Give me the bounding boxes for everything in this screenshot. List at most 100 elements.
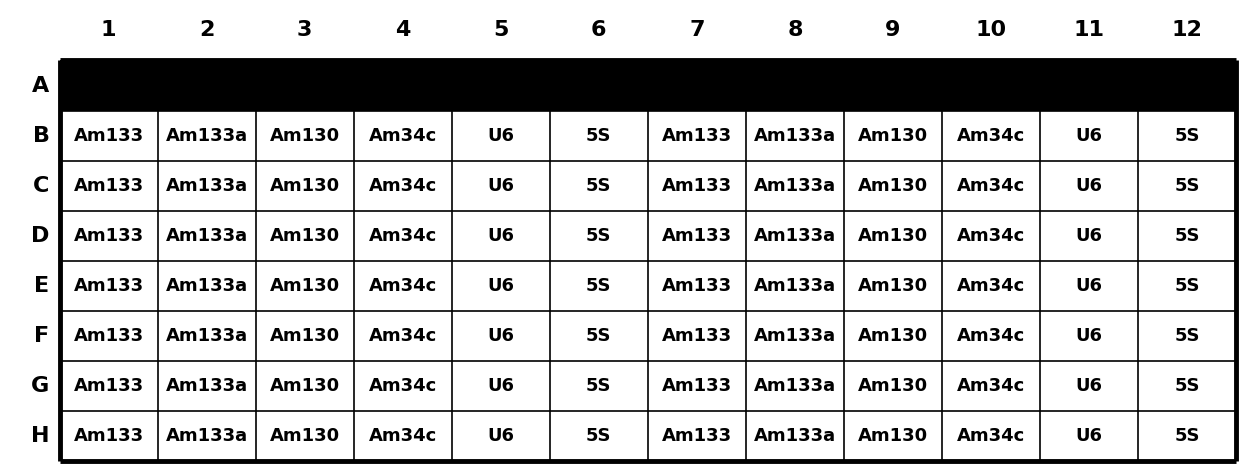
Text: U6: U6	[487, 377, 515, 395]
Bar	[1040, 411, 1138, 461]
Text: 5S: 5S	[587, 126, 611, 145]
Text: Am130: Am130	[858, 377, 928, 395]
Bar	[844, 111, 942, 161]
Text: 8: 8	[787, 20, 802, 40]
Bar	[60, 60, 157, 111]
Bar	[157, 111, 255, 161]
Bar	[255, 411, 353, 461]
Bar	[60, 111, 157, 161]
Bar	[353, 160, 451, 211]
Text: U6: U6	[1075, 427, 1102, 445]
Bar	[255, 361, 353, 411]
Text: Am130: Am130	[858, 277, 928, 295]
Bar	[157, 361, 255, 411]
Bar	[1040, 361, 1138, 411]
Text: Am34c: Am34c	[957, 427, 1025, 445]
Text: 6: 6	[591, 20, 606, 40]
Bar	[60, 361, 157, 411]
Text: U6: U6	[487, 427, 515, 445]
Text: Am133: Am133	[662, 277, 732, 295]
Text: Am34c: Am34c	[368, 327, 436, 345]
Text: Am133: Am133	[662, 227, 732, 245]
Text: Am130: Am130	[269, 277, 340, 295]
Text: 12: 12	[1172, 20, 1203, 40]
Bar	[1138, 60, 1236, 111]
Bar	[844, 160, 942, 211]
Text: D: D	[31, 226, 50, 246]
Bar	[1138, 160, 1236, 211]
Text: 5S: 5S	[1174, 427, 1200, 445]
Bar	[647, 261, 746, 311]
Text: 5S: 5S	[1174, 277, 1200, 295]
Bar	[942, 211, 1040, 261]
Text: G: G	[31, 376, 50, 396]
Text: U6: U6	[1075, 227, 1102, 245]
Text: Am133: Am133	[662, 377, 732, 395]
Text: C: C	[33, 176, 50, 196]
Text: 5S: 5S	[587, 377, 611, 395]
Text: Am133: Am133	[73, 377, 144, 395]
Bar	[1138, 111, 1236, 161]
Bar	[255, 211, 353, 261]
Bar	[746, 211, 844, 261]
Bar	[647, 411, 746, 461]
Text: U6: U6	[1075, 327, 1102, 345]
Bar	[746, 160, 844, 211]
Text: Am130: Am130	[269, 427, 340, 445]
Text: 3: 3	[298, 20, 312, 40]
Text: Am130: Am130	[269, 327, 340, 345]
Text: Am34c: Am34c	[368, 427, 436, 445]
Text: Am133a: Am133a	[754, 327, 836, 345]
Text: Am133: Am133	[73, 327, 144, 345]
Bar	[647, 211, 746, 261]
Bar	[451, 111, 549, 161]
Text: F: F	[35, 326, 50, 346]
Bar	[942, 261, 1040, 311]
Bar	[1138, 211, 1236, 261]
Text: U6: U6	[487, 177, 515, 195]
Text: Am133a: Am133a	[754, 227, 836, 245]
Text: Am130: Am130	[858, 227, 928, 245]
Bar	[353, 261, 451, 311]
Bar	[1040, 311, 1138, 361]
Text: Am133a: Am133a	[166, 327, 248, 345]
Text: 5S: 5S	[587, 327, 611, 345]
Bar	[1040, 60, 1138, 111]
Text: 2: 2	[198, 20, 215, 40]
Text: 1: 1	[100, 20, 117, 40]
Bar	[1040, 160, 1138, 211]
Bar	[255, 60, 353, 111]
Text: 5S: 5S	[1174, 227, 1200, 245]
Text: Am133a: Am133a	[166, 126, 248, 145]
Bar	[451, 261, 549, 311]
Text: Am133: Am133	[73, 227, 144, 245]
Bar	[353, 60, 451, 111]
Bar	[255, 111, 353, 161]
Bar	[451, 160, 549, 211]
Text: 4: 4	[396, 20, 410, 40]
Bar	[60, 211, 157, 261]
Bar	[60, 261, 157, 311]
Text: B: B	[32, 126, 50, 146]
Text: Am133a: Am133a	[754, 427, 836, 445]
Text: 7: 7	[689, 20, 704, 40]
Text: 5S: 5S	[1174, 327, 1200, 345]
Bar	[157, 411, 255, 461]
Bar	[942, 160, 1040, 211]
Bar	[353, 361, 451, 411]
Bar	[60, 160, 157, 211]
Bar	[353, 311, 451, 361]
Bar	[549, 261, 647, 311]
Bar	[60, 311, 157, 361]
Bar	[549, 111, 647, 161]
Text: Am34c: Am34c	[957, 177, 1025, 195]
Text: 5S: 5S	[587, 227, 611, 245]
Bar	[844, 261, 942, 311]
Text: Am133: Am133	[73, 177, 144, 195]
Text: Am133: Am133	[662, 427, 732, 445]
Bar	[353, 211, 451, 261]
Bar	[1138, 261, 1236, 311]
Text: Am133a: Am133a	[754, 377, 836, 395]
Text: U6: U6	[487, 126, 515, 145]
Text: Am34c: Am34c	[368, 126, 436, 145]
